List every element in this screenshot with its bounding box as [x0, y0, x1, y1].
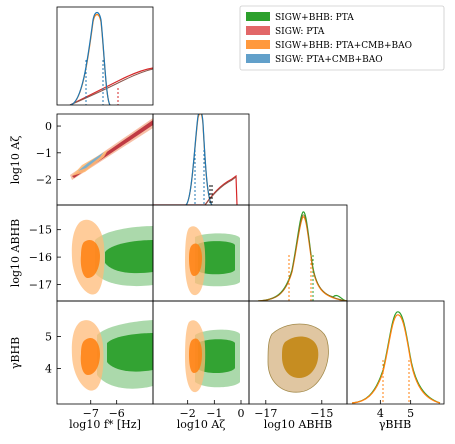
panel-gamma-azeta	[185, 320, 240, 393]
contour-pta-inner	[198, 241, 235, 275]
y-tick-label: −2	[36, 174, 52, 187]
marginal-abhb	[257, 211, 347, 301]
marginal-fstar	[69, 11, 153, 105]
contour-cmb-inner	[80, 239, 100, 278]
y-axis-label-gamma: γBHB	[9, 337, 22, 369]
legend-label: SIGW+BHB: PTA+CMB+BAO	[275, 41, 412, 51]
legend-label: SIGW: PTA+CMB+BAO	[275, 55, 383, 65]
panel-frame	[346, 300, 445, 405]
panel-azeta-fstar	[70, 118, 153, 180]
y-tick-label: 0	[45, 120, 52, 133]
gamma-cmb-curve	[351, 314, 441, 404]
fstar-sigw-pta-curve	[69, 67, 153, 105]
panel-frame	[56, 113, 154, 206]
legend-swatch	[246, 54, 270, 63]
legend: SIGW+BHB: PTA SIGW: PTA SIGW+BHB: PTA+CM…	[239, 5, 445, 71]
contour-pta-inner	[198, 339, 235, 374]
legend-label: SIGW+BHB: PTA	[275, 13, 354, 23]
panel-frame	[56, 6, 154, 106]
y-axis-label-azeta: log10 Aζ	[9, 136, 22, 185]
x-tick-label: 0	[238, 407, 245, 420]
abhb-cmb-curve	[257, 216, 347, 301]
contour-cmb-inner	[78, 152, 104, 171]
x-tick-label: −2	[180, 407, 196, 420]
x-axis-label-fstar: log10 f* [Hz]	[69, 418, 141, 431]
azeta-sigw-bhb-pta-curve	[204, 176, 237, 205]
x-tick-label: 4	[377, 407, 384, 420]
contour-cmb-inner	[80, 337, 100, 375]
legend-swatch	[246, 12, 270, 21]
y-tick-label: −1	[36, 147, 52, 160]
legend-label: SIGW: PTA	[275, 27, 325, 37]
contour-cmb-inner	[189, 338, 202, 373]
y-tick-label: −15	[29, 224, 52, 237]
contour-inner	[282, 336, 319, 378]
marginal-azeta	[153, 114, 238, 205]
x-tick-label: −7	[83, 407, 99, 420]
x-axis-label-abhb: log10 ABHB	[264, 418, 332, 431]
x-tick-label: −6	[109, 407, 125, 420]
legend-frame	[239, 5, 445, 71]
x-axis-label-azeta: log10 Aζ	[177, 418, 226, 431]
x-tick-label: −17	[254, 407, 277, 420]
y-axis-label-abhb: log10 ABHB	[9, 219, 22, 287]
panel-abhb-fstar	[71, 219, 153, 295]
x-tick-label: 5	[407, 407, 414, 420]
abhb-brown-curve	[257, 214, 347, 301]
panel-frame	[152, 113, 250, 206]
y-tick-label: −17	[29, 279, 52, 292]
y-tick-label: −16	[29, 251, 52, 264]
legend-swatch	[246, 26, 270, 35]
x-tick-label: −15	[310, 407, 333, 420]
fstar-sigw-cmb-curve	[69, 11, 111, 105]
contour-cmb-inner	[189, 243, 202, 276]
panel-gamma-abhb	[267, 323, 329, 393]
azeta-sigw-cmb-curve	[185, 114, 213, 205]
contour-pta-inner	[105, 240, 153, 274]
y-tick-label: 4	[45, 363, 52, 376]
x-axis-label-gamma: γBHB	[379, 418, 411, 431]
abhb-pta-curve	[257, 211, 347, 301]
panel-gamma-fstar	[71, 320, 153, 391]
contour-pta-inner	[107, 333, 153, 372]
gamma-pta-curve	[351, 311, 441, 404]
y-tick-label: 5	[45, 330, 52, 343]
x-tick-label: −1	[206, 407, 222, 420]
panel-frame	[248, 204, 348, 302]
tick-layer: −7 −6 −2 −1 0 −17 −15 4 5 −2 −1 0 −17 −16 −15 4 5	[29, 120, 414, 420]
panel-abhb-azeta	[185, 226, 240, 296]
fstar-sigw-bhb-pta-curve	[69, 68, 153, 105]
marginal-gamma	[351, 311, 441, 404]
legend-swatch	[246, 40, 270, 49]
